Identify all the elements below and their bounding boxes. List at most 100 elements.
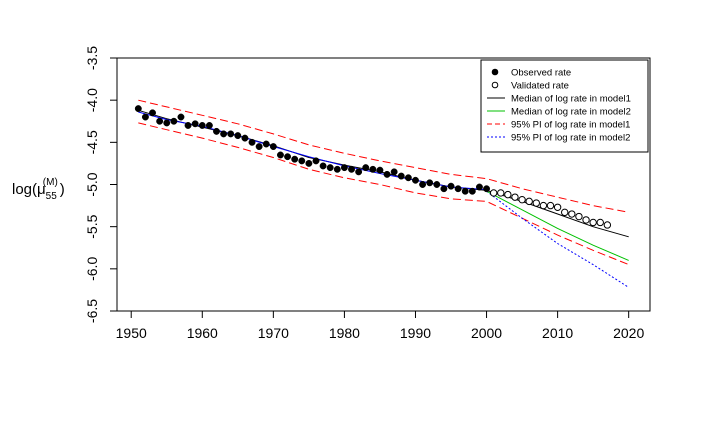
validated-point [546,201,555,210]
observed-point [134,105,142,113]
legend-item: 95% PI of log rate in model1 [487,120,630,131]
observed-point [440,185,448,193]
observed-point [319,162,327,170]
x-tick-label: 1950 [116,325,147,341]
observed-point [298,157,306,165]
validated-point [568,210,576,218]
observed-point [248,138,256,146]
series-observed-rate [134,105,490,195]
observed-point [362,164,370,172]
observed-point [156,117,164,125]
observed-point [227,130,235,138]
validated-point [561,208,569,217]
observed-point [205,122,213,129]
observed-point [419,181,427,188]
observed-point [383,170,391,178]
validated-point [497,189,505,197]
observed-point [312,157,320,165]
validated-point [518,195,526,204]
y-axis-label: log(μ55 (M)) [12,177,65,202]
legend-marker [491,81,499,89]
x-tick-label: 2020 [613,325,644,341]
y-tick-label: -5.5 [84,214,100,238]
observed-point [397,172,405,180]
observed-point [177,113,185,121]
observed-point [305,159,313,167]
observed-point [149,109,156,117]
observed-point [326,164,334,172]
legend-marker [491,68,499,76]
y-tick-label: -3.5 [84,46,100,70]
validated-point [504,190,512,199]
observed-point [475,183,483,191]
observed-point [291,155,299,163]
observed-point [184,122,192,129]
legend-item: Observed rate [491,68,571,79]
observed-point [355,168,363,176]
y-tick-label: -6.0 [84,257,100,281]
x-tick-label: 1960 [187,325,218,341]
y-label-base: log( [12,181,37,198]
validated-point [511,193,519,201]
observed-point [163,119,171,127]
series-layer [134,99,629,288]
observed-point [348,165,355,173]
legend-label: Median of log rate in model2 [511,107,631,118]
observed-point [340,164,348,172]
x-tick-label: 1970 [258,325,289,341]
observed-point [483,185,490,193]
observed-point [213,127,220,135]
observed-point [390,168,398,176]
legend-box [480,59,649,153]
validated-point [582,216,590,224]
y-tick-label: -6.5 [84,299,100,323]
observed-point [255,143,263,151]
legend-item: 95% PI of log rate in model2 [487,133,630,144]
observed-point [412,176,419,184]
y-label-mu: μ [37,181,46,198]
validated-point [603,221,612,229]
series-line-95-pi-of-log-rate-in-model1-lower [138,122,629,266]
observed-point [404,174,412,182]
legend-item: Median of log rate in model2 [487,107,631,118]
series-line-95-pi-of-log-rate-in-model2-lower [486,190,629,288]
observed-point [433,181,441,188]
series-line-median-of-log-rate-in-model2 [486,190,629,261]
validated-point [489,189,498,197]
observed-point [468,187,476,195]
observed-point [220,130,228,138]
observed-point [376,166,384,174]
x-tick-label: 1990 [400,325,431,341]
validated-point [532,199,540,207]
x-tick-label: 1980 [329,325,360,341]
y-tick-label: -5.0 [84,172,100,196]
observed-point [284,153,292,161]
y-label-subscript: 55 [46,191,58,202]
y-label-superscript: (M) [43,177,58,188]
validated-point [596,218,604,227]
validated-point [575,212,583,221]
y-tick-label: -4.0 [84,88,100,112]
series-line-95-pi-of-log-rate-in-model1-upper [138,99,629,213]
observed-point [198,122,206,129]
legend-label: Median of log rate in model1 [511,94,631,105]
legend-item: Median of log rate in model1 [487,94,631,105]
observed-point [333,165,341,173]
legend-label: 95% PI of log rate in model2 [511,133,630,144]
legend-label: 95% PI of log rate in model1 [511,120,630,131]
validated-point [539,201,548,210]
observed-point [234,132,242,140]
observed-point [191,120,199,128]
x-tick-label: 2010 [542,325,573,341]
legend: Observed rate Validated rate Median of log… [480,59,649,153]
validated-point [589,218,597,227]
observed-point [454,185,462,193]
validated-point [525,197,533,206]
legend-item: Validated rate [491,81,569,92]
observed-point [170,117,178,125]
y-axis: -3.5 -4.0 -4.5 -5.0 -5.5 -6.0 -6.5 [84,46,118,323]
x-tick-label: 2000 [471,325,502,341]
observed-point [369,165,377,173]
observed-point [426,179,434,187]
